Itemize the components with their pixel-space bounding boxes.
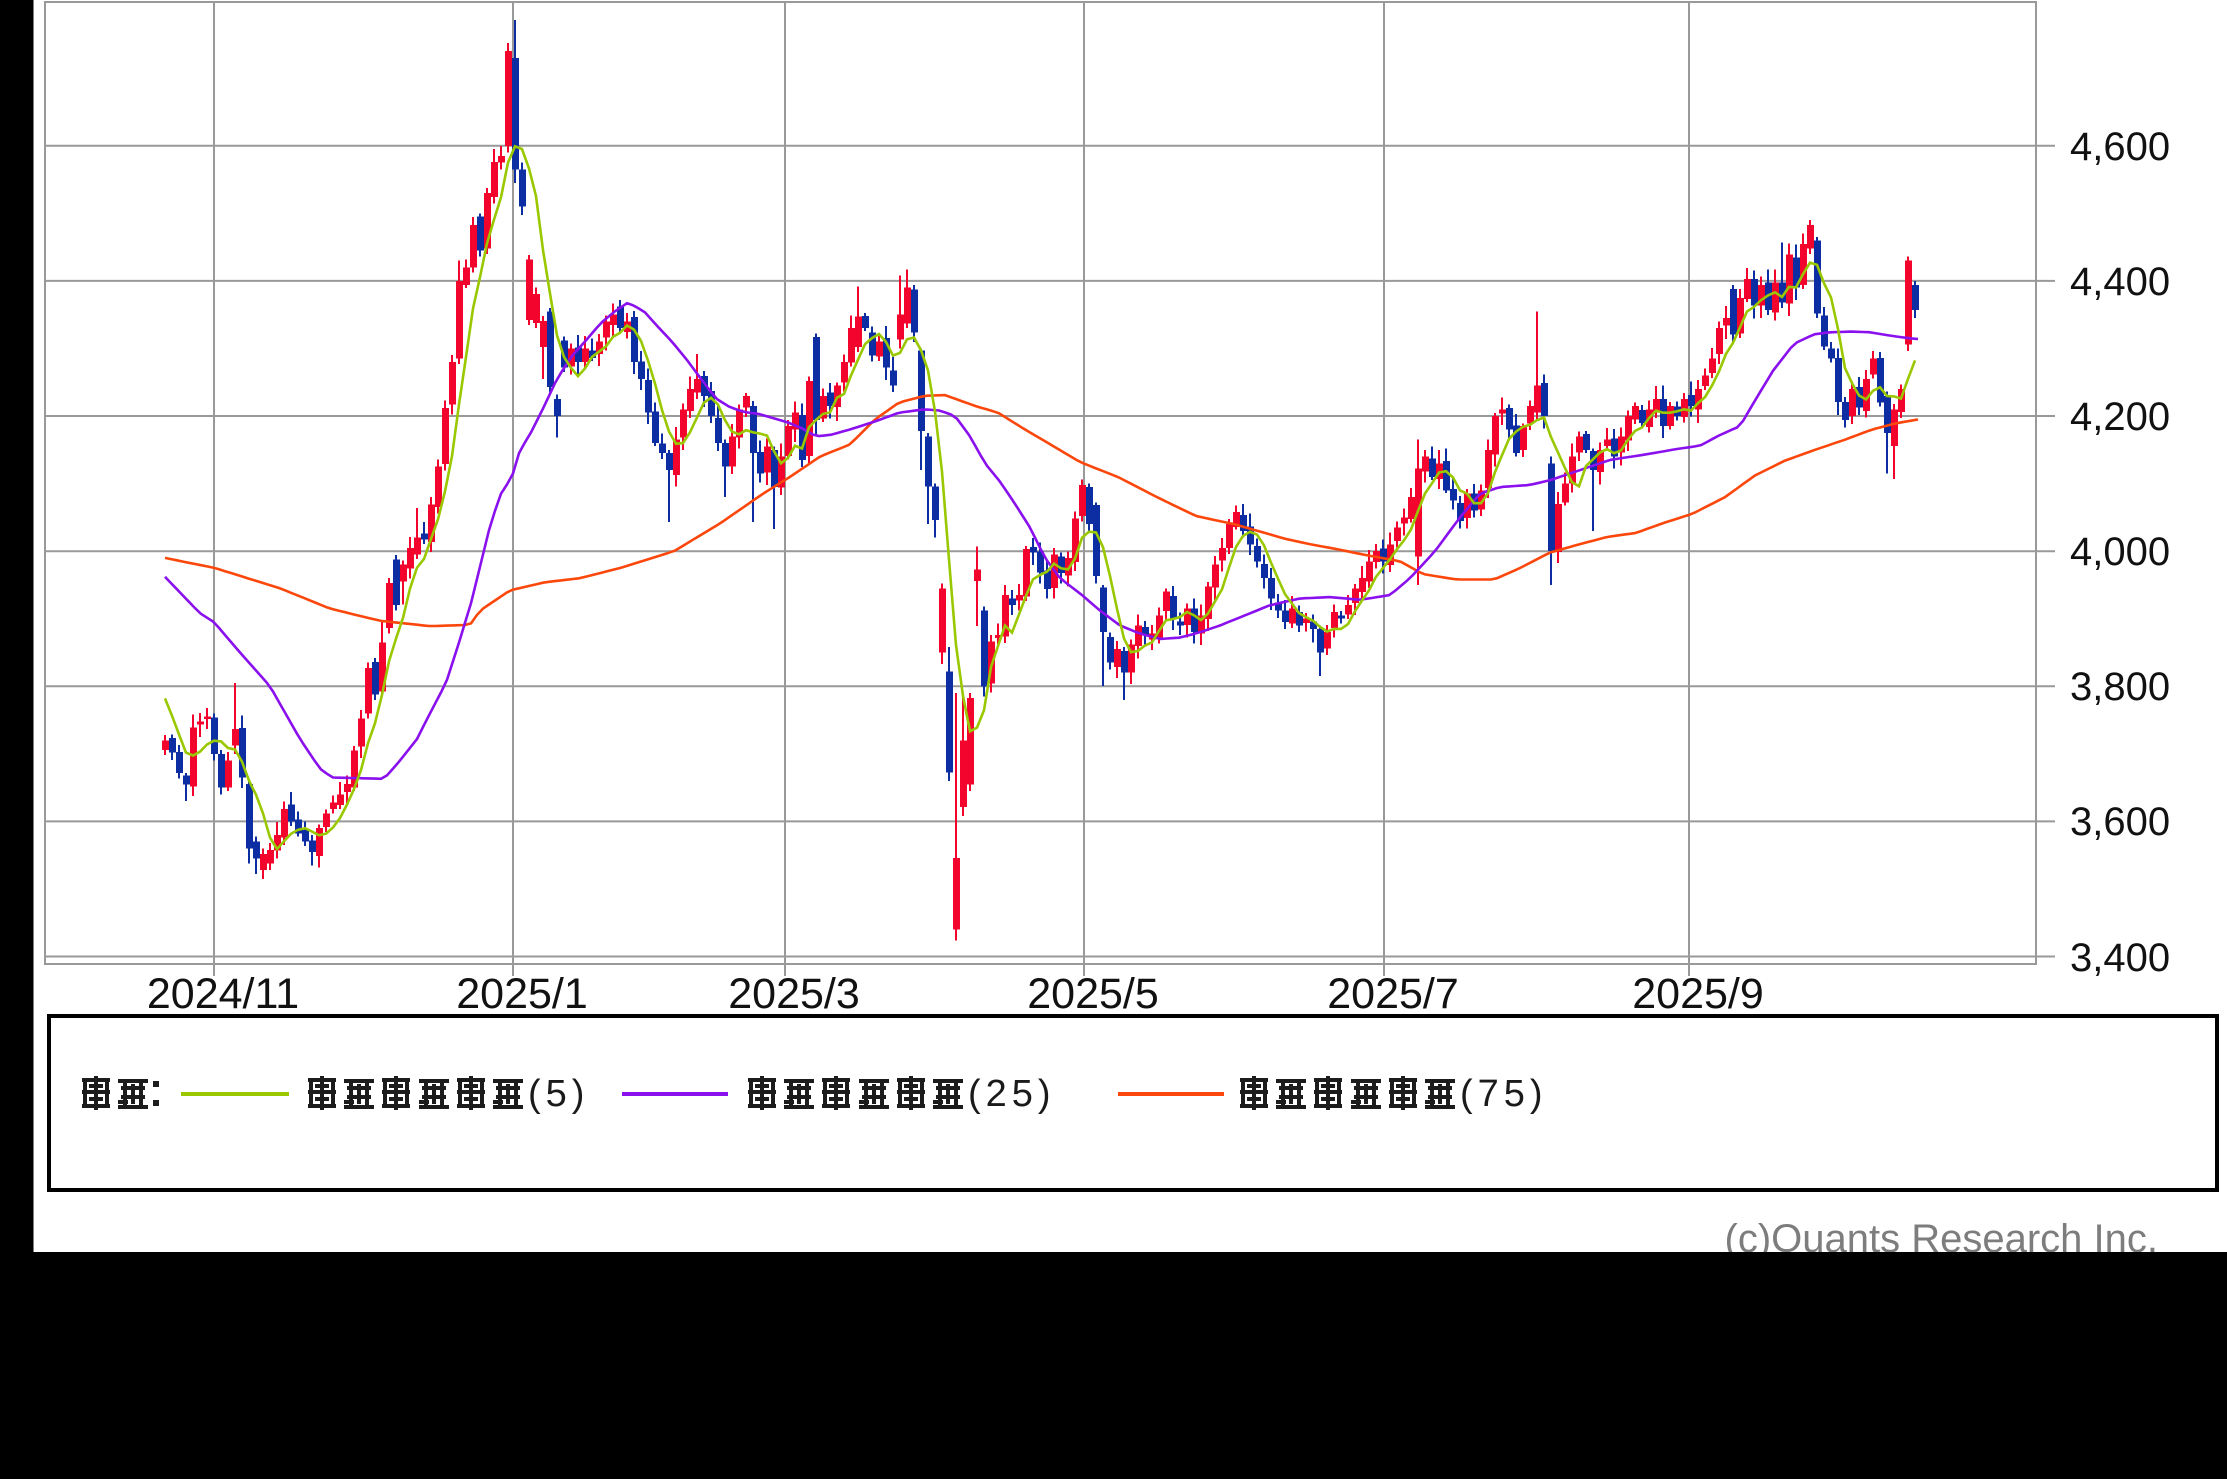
svg-text:2025/5: 2025/5: [1027, 970, 1159, 1018]
svg-text:4,000: 4,000: [2070, 530, 2170, 574]
svg-text:2025/3: 2025/3: [728, 970, 860, 1018]
svg-text:(5): (5): [528, 1073, 589, 1115]
svg-text:4,400: 4,400: [2070, 260, 2170, 304]
svg-text:3,400: 3,400: [2070, 936, 2170, 980]
svg-text:4,200: 4,200: [2070, 395, 2170, 439]
svg-text:2024/11: 2024/11: [147, 970, 299, 1018]
svg-text:3,800: 3,800: [2070, 665, 2170, 709]
svg-text:2025/7: 2025/7: [1327, 970, 1459, 1018]
svg-text:2025/9: 2025/9: [1632, 970, 1764, 1018]
svg-text:(25): (25): [968, 1073, 1056, 1115]
svg-text:3,600: 3,600: [2070, 800, 2170, 844]
svg-text:(75): (75): [1460, 1073, 1548, 1115]
svg-text:4,600: 4,600: [2070, 125, 2170, 169]
svg-text:2025/1: 2025/1: [456, 970, 588, 1018]
